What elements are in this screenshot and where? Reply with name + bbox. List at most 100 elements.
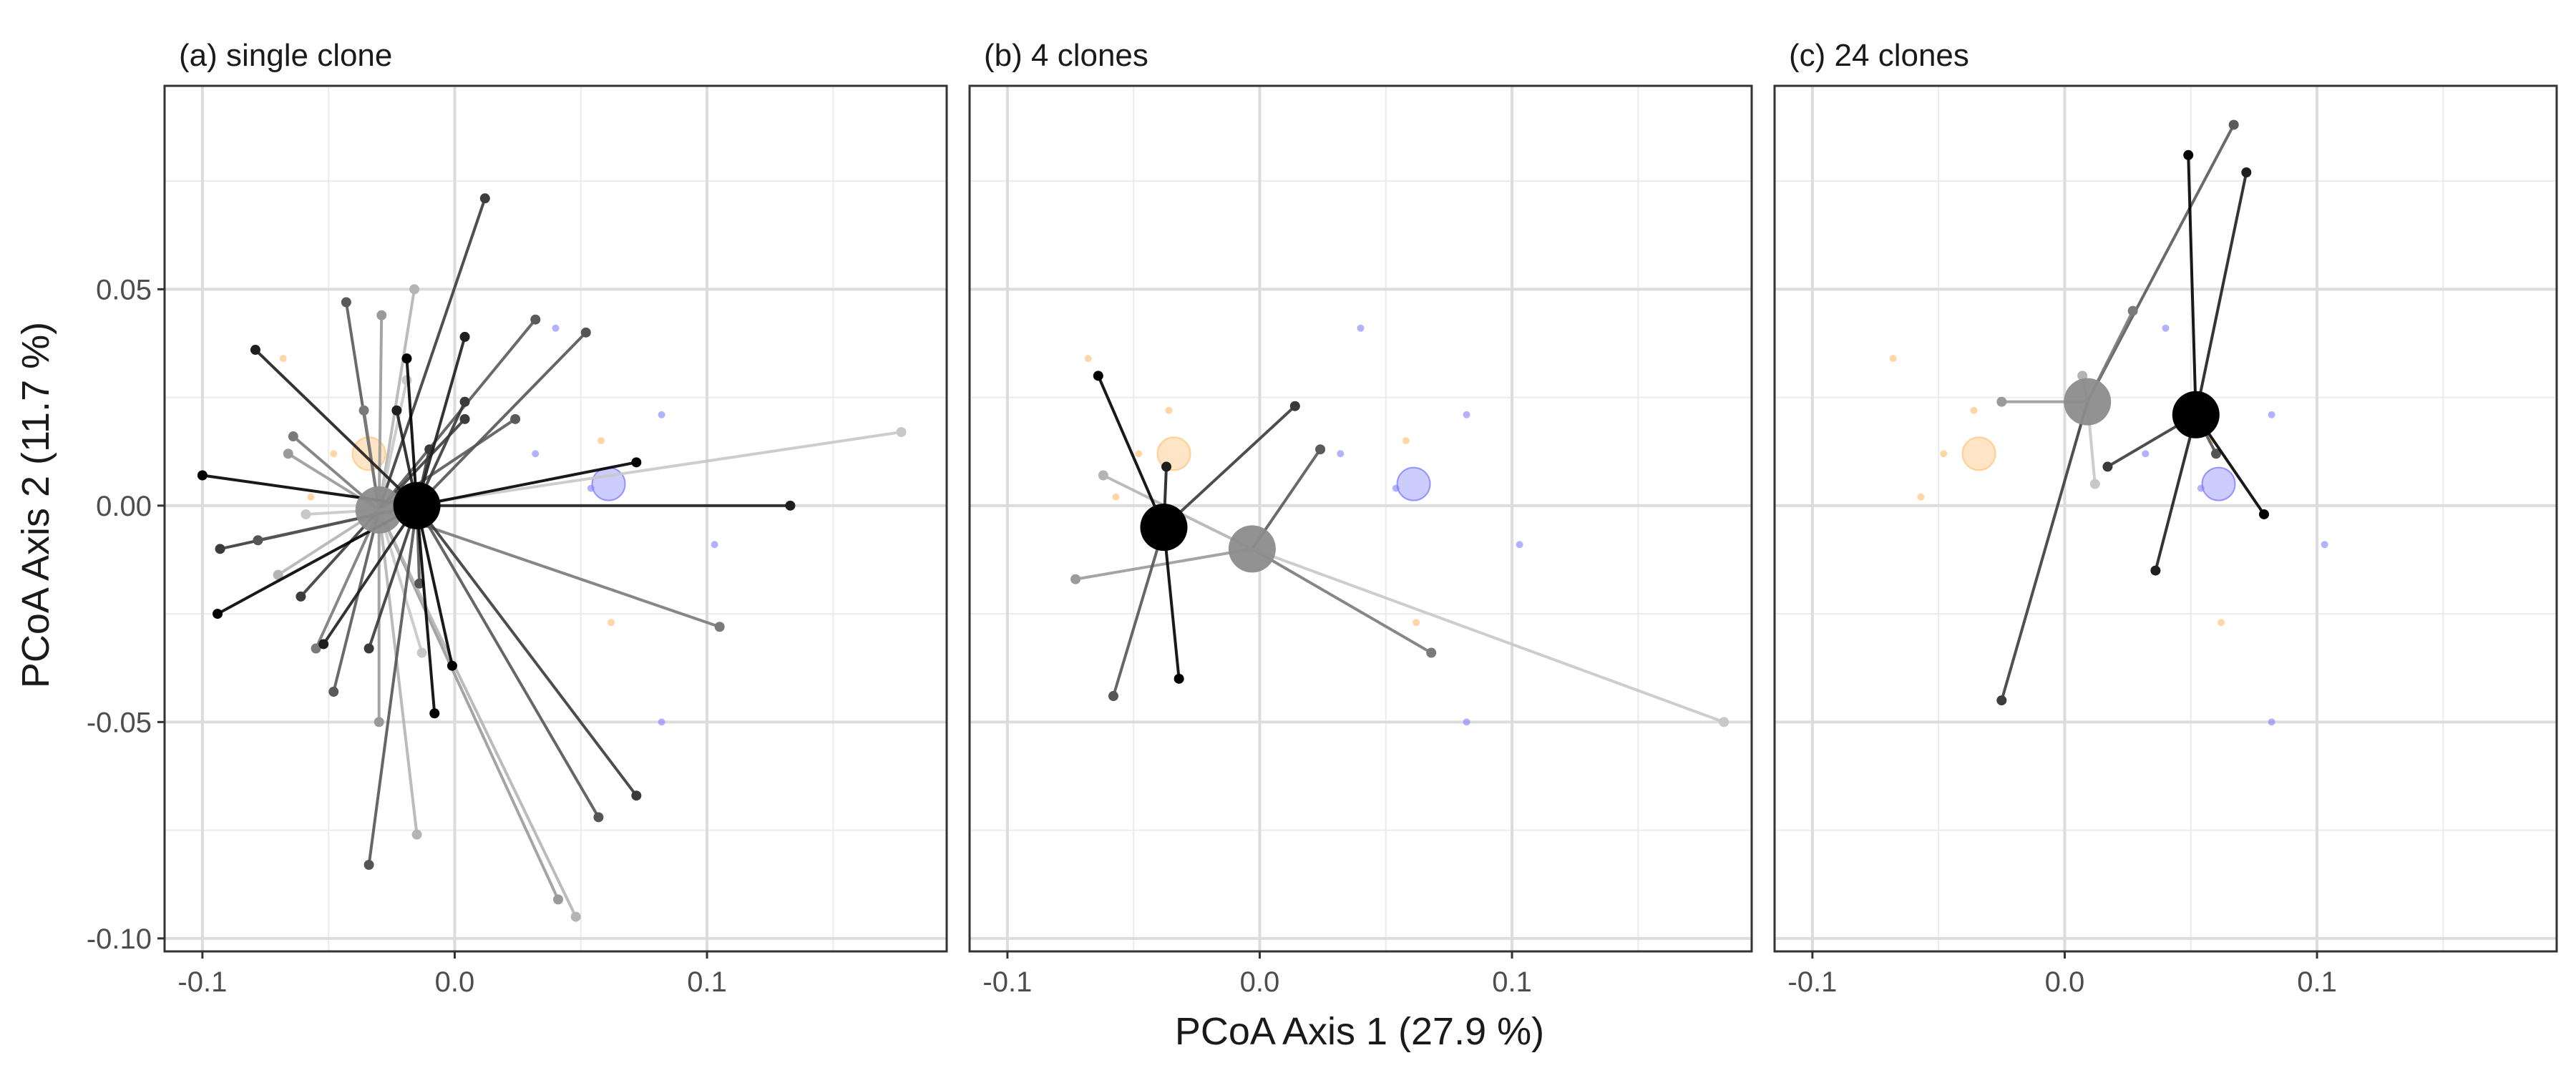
blue-point [2162,324,2170,332]
black-sample-point [2259,509,2270,519]
grey-sample-point [409,284,420,295]
y-tick-label: 0.00 [96,491,152,522]
panel-title: (b) 4 clones [984,38,1148,73]
black-sample-point [785,500,796,511]
panel-title: (a) single clone [179,38,392,73]
grey-spider-line [377,315,384,510]
black-spider-line [2187,155,2197,415]
black-sample-point [429,708,440,719]
grey-sample-point [416,647,427,658]
grey-spider-line [332,509,381,692]
blue-point [1463,718,1470,726]
grey-spider-line [377,509,577,918]
grey-sample-point [341,297,351,308]
panel-border [163,84,948,953]
grey-sample-point [2089,479,2100,489]
black-spider-line [416,331,587,507]
grey-centroid [2064,378,2112,426]
blue-point [532,450,540,458]
blue-point [552,324,560,332]
orange-point [597,437,605,445]
grey-sample-point [288,431,298,442]
blue-centroid [2201,466,2236,501]
black-spider-line [416,461,637,507]
grey-spider-line [1251,547,1433,655]
black-spider-line [1096,375,1166,528]
black-sample-point [364,860,374,870]
black-spider-line [1112,526,1166,697]
blue-point [1516,541,1523,549]
black-sample-point [2211,449,2222,459]
panels-layer: -0.1 0.0 0.1 -0.10 -0.05 0.00 0.05 (a) single c… [87,38,2558,998]
panel-border [1773,84,2558,953]
black-spider-line [1163,405,1297,529]
orange-point [307,493,315,501]
blue-point [1337,450,1345,458]
black-sample-point [631,457,642,468]
black-spider-line [367,505,419,650]
blue-point [2142,450,2150,458]
black-spider-line [415,336,467,506]
grey-sample-point [530,314,541,325]
grey-spider-line [377,509,424,654]
black-spider-line [415,505,436,714]
black-sample-point [1093,371,1103,381]
black-sample-point [593,812,604,823]
panel-border [968,84,1753,953]
black-sample-point [631,790,642,801]
grey-sample-point [896,427,907,437]
panel-3: -0.1 0.0 0.1 (c) 24 clones [1773,38,2558,998]
orange-point [1889,355,1897,363]
black-spider-line [254,348,418,507]
panel-1: -0.1 0.0 0.1 -0.10 -0.05 0.00 0.05 (a) single c… [87,38,948,998]
grey-centroid [355,486,403,534]
grey-centroid [1228,525,1276,573]
grey-sample-point [296,591,306,602]
x-axis-title: PCoA Axis 1 (27.9 %) [1175,1010,1544,1053]
x-tick-label: -0.1 [982,966,1032,998]
black-sample-point [580,327,591,338]
orange-point [1402,437,1410,445]
grey-spider-line [378,318,537,511]
x-tick-label: -0.1 [177,966,227,998]
orange-point [1970,406,1978,414]
black-sample-point [447,660,457,671]
black-sample-point [1161,461,1172,472]
x-tick-label: 0.0 [435,966,475,998]
black-spider-line [415,504,600,818]
black-sample-point [1108,691,1118,702]
black-centroid [2172,391,2220,438]
grey-sample-point [374,717,384,727]
panel-background [1775,86,2557,951]
blue-point [2268,718,2275,726]
black-sample-point [2183,150,2194,160]
grey-sample-point [376,310,387,320]
black-centroid [393,481,441,529]
grey-sample-point [2228,119,2239,130]
orange-point [1112,493,1120,501]
grey-sample-point [301,509,311,519]
x-tick-label: -0.1 [1787,966,1837,998]
orange-point [279,355,287,363]
x-tick-label: 0.0 [1240,966,1280,998]
grey-sample-point [1996,396,2007,407]
black-sample-point [215,544,225,554]
orange-centroid [1961,436,1996,471]
grey-sample-point [311,643,321,654]
panel-2: -0.1 0.0 0.1 (b) 4 clones [968,38,1753,998]
black-sample-point [459,396,470,407]
black-sample-point [364,643,374,654]
y-axis-title: PCoA Axis 2 (11.7 %) [14,322,57,688]
orange-point [330,450,338,458]
grey-sample-point [273,569,283,580]
grey-sample-point [459,413,470,424]
panel-title: (c) 24 clones [1789,38,1969,73]
grey-sample-point [479,193,490,204]
black-sample-point [253,535,263,546]
blue-point [1463,411,1470,418]
black-sample-point [2150,565,2161,576]
orange-point [608,619,615,627]
black-spider-line [415,504,638,797]
y-tick-label: 0.05 [96,274,152,305]
grey-spider-line [377,197,487,511]
